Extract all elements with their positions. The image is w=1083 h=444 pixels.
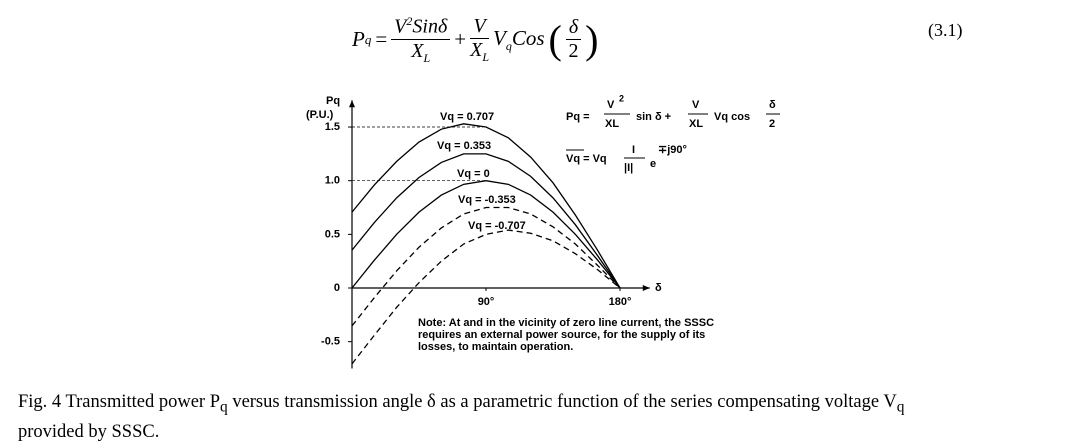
y-axis-unit: (P.U.) [306, 109, 334, 121]
caption: Fig. 4 Transmitted power Pq versus trans… [18, 390, 1078, 444]
y-tick-label: -0.5 [321, 336, 340, 348]
series-line [351, 180, 621, 289]
eq-token: 2 [406, 14, 413, 28]
formula-token: |I| [624, 162, 633, 174]
x-axis-arrow [642, 285, 650, 292]
fraction: V2Sinδ XL [391, 14, 451, 66]
formula-token: 2 [619, 93, 624, 103]
eq-token: Cos [511, 25, 545, 50]
fraction: V XL [470, 15, 489, 65]
formula-token: XL [605, 118, 619, 130]
y-tick-label: 0.5 [325, 228, 340, 240]
formula-token: V [692, 99, 700, 111]
eq-token: δ [565, 16, 582, 41]
series-label: Vq = 0.353 [437, 140, 491, 152]
y-tick-label: 1.5 [325, 121, 340, 133]
formula-token: ∓j90° [658, 144, 687, 156]
eq-token: = [375, 27, 388, 52]
caption-text: provided by SSSC. [18, 421, 160, 442]
equation-number: (3.1) [928, 20, 963, 40]
formula: Pq = V 2 XL sin δ + V XL Vq cos δ 2 Vq =… [566, 93, 780, 174]
eq-token: X [470, 38, 483, 61]
series-line [351, 206, 621, 327]
formula-token: sin δ + [636, 111, 671, 123]
caption-text: Fig. 4 Transmitted power P [18, 392, 220, 412]
note-line: losses, to maintain operation. [418, 341, 573, 353]
formula-token: Vq cos [714, 111, 750, 123]
eq-token: L [423, 50, 431, 65]
note-line: Note: At and in the vicinity of zero lin… [418, 317, 714, 329]
formula-token: e [650, 158, 656, 170]
series-label: Vq = -0.353 [458, 194, 516, 206]
eq-token: q [364, 31, 372, 47]
y-axis-arrow [349, 100, 355, 108]
y-axis-label: Pq [326, 95, 340, 107]
series-line [351, 123, 621, 289]
formula-token: 2 [769, 118, 775, 130]
caption-text: q [219, 398, 228, 416]
formula-token: XL [689, 118, 703, 130]
y-tick-label: 0 [334, 282, 340, 294]
caption-text: versus transmission angle δ as a paramet… [227, 392, 897, 412]
series-line [351, 229, 621, 365]
eq-token: 2 [568, 40, 579, 63]
eq-token: L [482, 49, 489, 64]
x-axis-label: δ [655, 282, 662, 294]
eq-token: V [493, 25, 506, 50]
eq-token: + [454, 27, 467, 52]
eq-token: q [505, 38, 512, 53]
formula-token: I [632, 144, 635, 156]
x-tick-label: 90° [478, 296, 495, 308]
x-tick-label: 180° [609, 296, 632, 308]
series-line [351, 153, 621, 289]
formula-token: Vq = Vq [566, 153, 607, 165]
y-tick-label: 1.0 [325, 175, 340, 187]
eq-token: P [352, 27, 365, 52]
series-label: Vq = 0 [457, 168, 490, 180]
series-label: Vq = -0.707 [468, 220, 526, 232]
eq-token: Sinδ [412, 15, 448, 38]
caption-text: q [896, 398, 905, 416]
series-label: Vq = 0.707 [440, 111, 494, 123]
formula-token: δ [769, 99, 776, 111]
eq-token: V [394, 15, 407, 38]
note-line: requires an external power source, for t… [418, 329, 705, 341]
formula-token: Pq = [566, 111, 590, 123]
eq-token: X [411, 39, 424, 62]
eq-token: V [470, 15, 489, 39]
formula-token: V [607, 99, 615, 111]
